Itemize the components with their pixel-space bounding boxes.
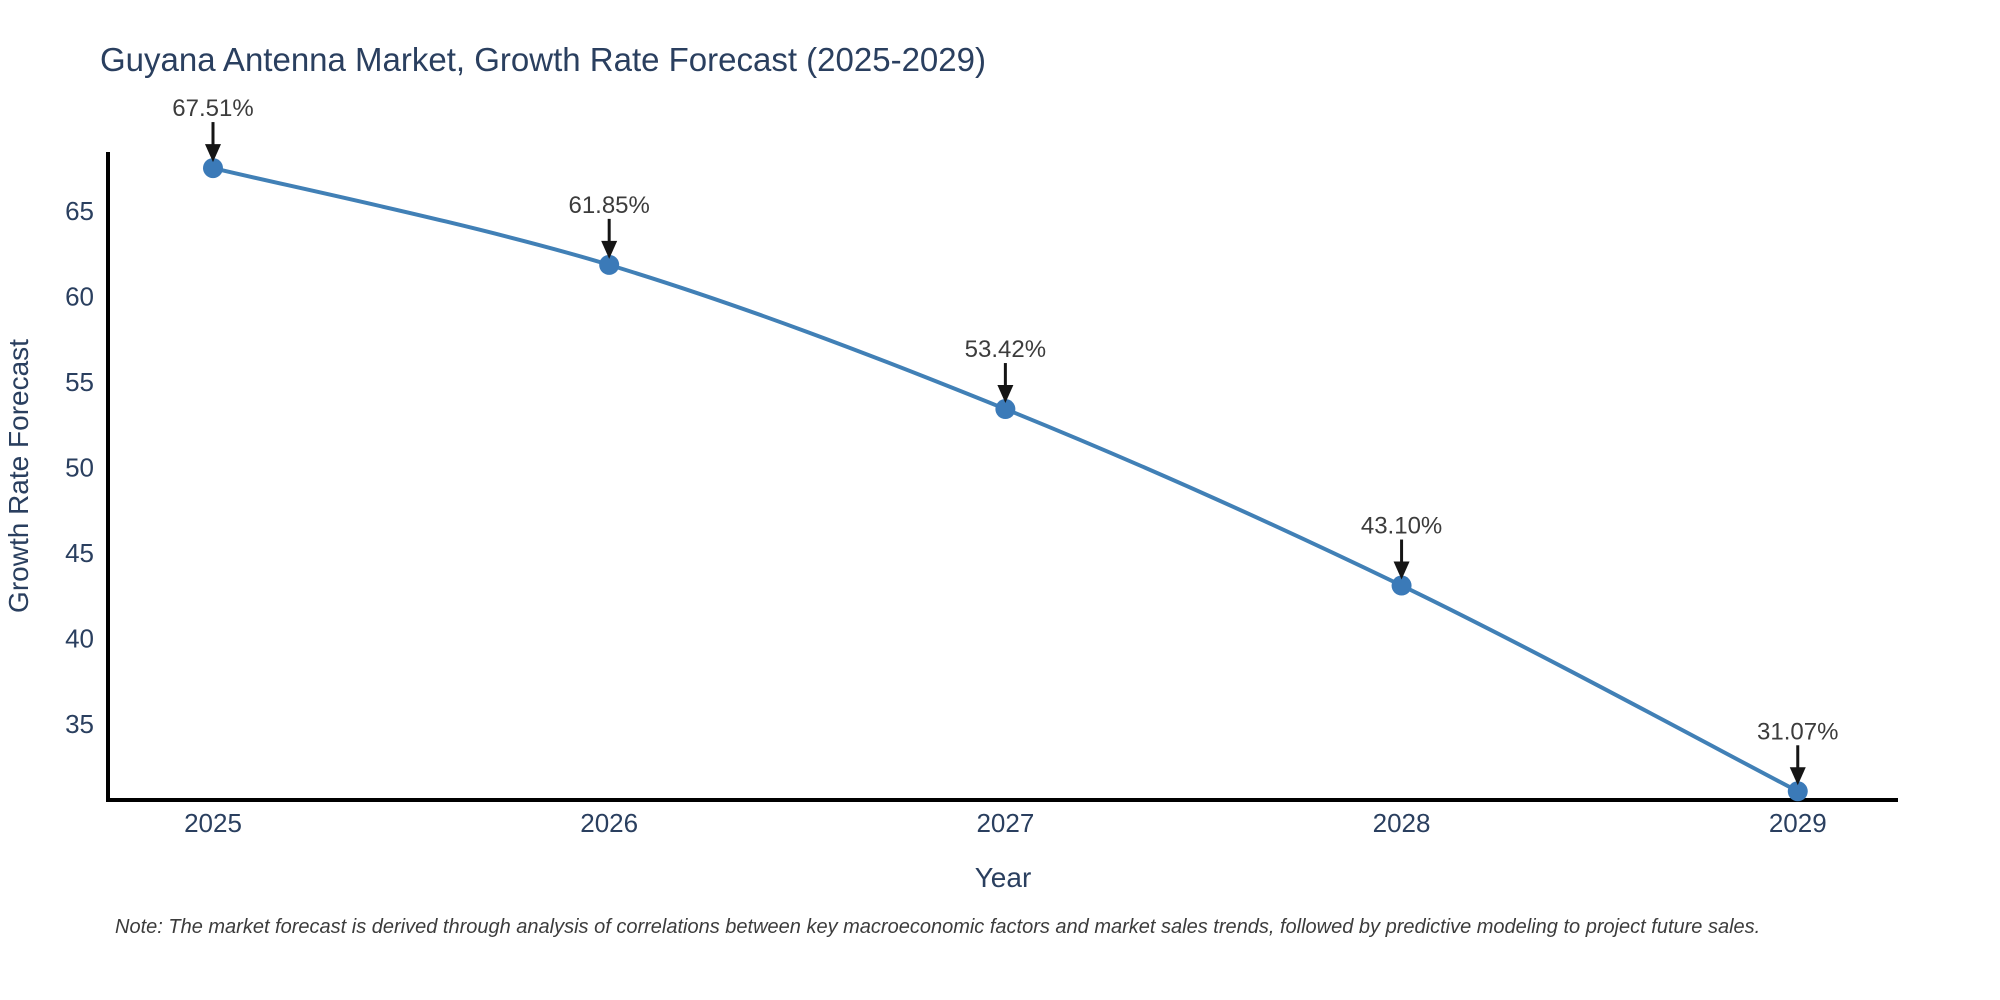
footnote: Note: The market forecast is derived thr… — [115, 916, 1761, 938]
y-tick-label: 50 — [65, 453, 94, 483]
x-tick-label: 2025 — [184, 808, 242, 838]
point-label: 61.85% — [568, 192, 649, 219]
point-label: 31.07% — [1757, 718, 1838, 745]
data-point-2027 — [995, 399, 1016, 420]
x-tick-label: 2027 — [976, 808, 1034, 838]
chart-title: Guyana Antenna Market, Growth Rate Forec… — [100, 41, 986, 78]
point-label: 67.51% — [172, 95, 253, 122]
y-tick-label: 35 — [65, 709, 94, 739]
annotation-arrow-head — [997, 385, 1014, 404]
data-point-2028 — [1391, 575, 1412, 596]
x-axis-title: Year — [975, 862, 1032, 893]
y-tick-label: 40 — [65, 624, 94, 654]
y-axis-title: Growth Rate Forecast — [3, 339, 34, 613]
annotation-arrow-head — [1789, 767, 1806, 786]
annotation-arrow-head — [204, 144, 221, 163]
series-line — [210, 166, 1800, 794]
x-tick-label: 2028 — [1373, 808, 1431, 838]
plot-generated: 35 40 45 50 55 60 65 2025 2026 2027 2028 2029 67.51%… — [65, 95, 1898, 838]
y-tick-label: 60 — [65, 282, 94, 312]
data-point-2026 — [599, 254, 620, 275]
x-tick-label: 2029 — [1769, 808, 1827, 838]
data-point-2025 — [202, 158, 223, 179]
point-label: 53.42% — [965, 336, 1046, 363]
annotation-arrow-head — [1393, 561, 1410, 580]
y-tick-label: 45 — [65, 538, 94, 568]
x-tick-label: 2026 — [580, 808, 638, 838]
data-point-2029 — [1787, 781, 1808, 802]
point-label: 43.10% — [1361, 513, 1442, 540]
y-tick-label: 55 — [65, 367, 94, 397]
annotation-arrow-head — [601, 240, 618, 259]
y-tick-label: 65 — [65, 196, 94, 226]
